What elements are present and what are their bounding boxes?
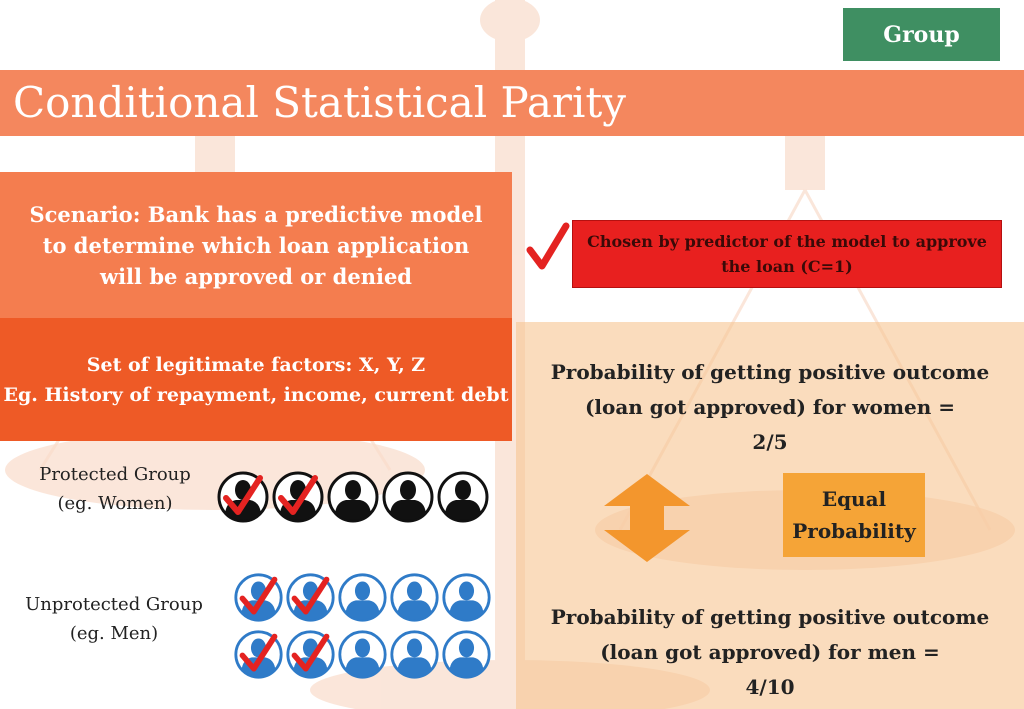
- men-icon-row: [233, 572, 493, 623]
- probability-men-line: (loan got approved) for men =: [600, 640, 940, 664]
- factors-line: Set of legitimate factors: X, Y, Z: [86, 353, 426, 376]
- man-person-icon: [390, 573, 439, 622]
- woman-person-icon: [382, 471, 434, 523]
- equal-line: Probability: [792, 519, 916, 543]
- probability-women-line: (loan got approved) for women =: [584, 395, 956, 419]
- protected-group-label: Protected Group (eg. Women): [14, 460, 216, 518]
- title-band: [0, 70, 1024, 136]
- probability-women-line: Probability of getting positive outcome: [550, 360, 990, 384]
- unprotected-group-line: Unprotected Group: [25, 594, 203, 615]
- checkmark-icon: [526, 222, 570, 270]
- protected-group-line: Protected Group: [39, 464, 191, 485]
- approved-checkmark-icon: [223, 475, 263, 515]
- man-person-icon: [390, 630, 439, 679]
- woman-person-icon: [217, 471, 269, 523]
- equal-probability-box: Equal Probability: [783, 473, 925, 557]
- approved-checkmark-icon: [239, 633, 278, 672]
- probability-panel: [516, 322, 1024, 709]
- woman-person-icon: [272, 471, 324, 523]
- probability-women: Probability of getting positive outcome …: [516, 355, 1024, 460]
- approved-checkmark-icon: [278, 475, 318, 515]
- scenario-box: Scenario: Bank has a predictive model to…: [0, 172, 512, 318]
- man-person-icon: [234, 630, 283, 679]
- factors-line: Eg. History of repayment, income, curren…: [3, 383, 509, 406]
- man-person-icon: [338, 573, 387, 622]
- scenario-line: will be approved or denied: [100, 263, 412, 289]
- man-person-icon: [286, 630, 335, 679]
- man-person-icon: [234, 573, 283, 622]
- woman-person-icon: [437, 471, 489, 523]
- approved-checkmark-icon: [291, 576, 330, 615]
- unprotected-group-line: (eg. Men): [69, 623, 159, 644]
- legend-line: the loan (C=1): [721, 257, 853, 276]
- probability-men-line: Probability of getting positive outcome: [550, 605, 990, 629]
- scenario-line: to determine which loan application: [42, 232, 470, 258]
- man-person-icon: [442, 573, 491, 622]
- man-person-icon: [442, 630, 491, 679]
- chosen-by-predictor-legend: Chosen by predictor of the model to appr…: [572, 220, 1002, 288]
- woman-person-icon: [327, 471, 379, 523]
- man-person-icon: [286, 573, 335, 622]
- approved-checkmark-icon: [291, 633, 330, 672]
- probability-men-value: 4/10: [745, 675, 795, 699]
- equal-line: Equal: [821, 487, 887, 511]
- page-title: Conditional Statistical Parity: [13, 78, 626, 127]
- protected-group-line: (eg. Women): [57, 493, 173, 514]
- legitimate-factors-box: Set of legitimate factors: X, Y, Z Eg. H…: [0, 318, 512, 441]
- probability-men: Probability of getting positive outcome …: [516, 600, 1024, 705]
- double-arrow-icon: [604, 474, 690, 562]
- women-icon-row: [216, 470, 491, 524]
- scenario-line: Scenario: Bank has a predictive model: [29, 201, 483, 227]
- unprotected-group-label: Unprotected Group (eg. Men): [8, 590, 220, 648]
- man-person-icon: [338, 630, 387, 679]
- group-badge: Group: [843, 8, 1000, 61]
- probability-women-value: 2/5: [752, 430, 788, 454]
- men-icon-row: [233, 629, 493, 680]
- approved-checkmark-icon: [239, 576, 278, 615]
- legend-line: Chosen by predictor of the model to appr…: [587, 232, 987, 251]
